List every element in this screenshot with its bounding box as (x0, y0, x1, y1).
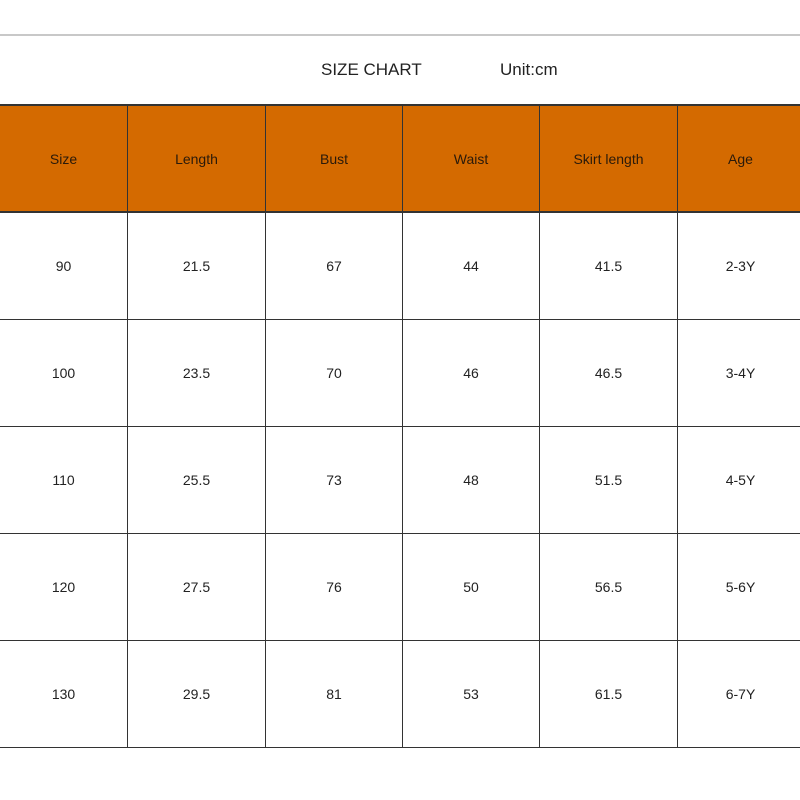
table-cell: 48 (402, 426, 540, 534)
top-divider (0, 34, 800, 36)
table-cell: 67 (265, 211, 403, 320)
table-cell: 120 (0, 533, 128, 641)
table-cell: 53 (402, 640, 540, 748)
unit-label: Unit:cm (500, 60, 558, 79)
table-cell: 5-6Y (677, 533, 800, 641)
size-table: Size Length Bust Waist Skirt length Age 90 21.… (0, 104, 800, 748)
table-cell: 46 (402, 319, 540, 427)
table-cell: 76 (265, 533, 403, 641)
table-cell: 50 (402, 533, 540, 641)
table-cell: 6-7Y (677, 640, 800, 748)
table-cell: 27.5 (127, 533, 266, 641)
table-cell: 110 (0, 426, 128, 534)
table-cell: 130 (0, 640, 128, 748)
table-cell: 25.5 (127, 426, 266, 534)
table-cell: 81 (265, 640, 403, 748)
table-cell: 90 (0, 211, 128, 320)
column-header: Bust (265, 104, 403, 213)
column-header: Skirt length (539, 104, 678, 213)
table-cell: 100 (0, 319, 128, 427)
table-cell: 70 (265, 319, 403, 427)
table-row: 110 25.5 73 48 51.5 4-5Y (0, 426, 800, 534)
column-header: Waist (402, 104, 540, 213)
table-cell: 73 (265, 426, 403, 534)
table-cell: 44 (402, 211, 540, 320)
table-cell: 3-4Y (677, 319, 800, 427)
table-row: 120 27.5 76 50 56.5 5-6Y (0, 533, 800, 641)
column-header: Size (0, 104, 128, 213)
table-cell: 61.5 (539, 640, 678, 748)
table-cell: 51.5 (539, 426, 678, 534)
header-row: Size Length Bust Waist Skirt length Age (0, 104, 800, 213)
table-cell: 23.5 (127, 319, 266, 427)
table-cell: 29.5 (127, 640, 266, 748)
table-row: 130 29.5 81 53 61.5 6-7Y (0, 640, 800, 748)
column-header: Length (127, 104, 266, 213)
table-cell: 4-5Y (677, 426, 800, 534)
table-row: 90 21.5 67 44 41.5 2-3Y (0, 211, 800, 320)
table-cell: 41.5 (539, 211, 678, 320)
table-cell: 21.5 (127, 211, 266, 320)
chart-title: SIZE CHART (321, 60, 422, 79)
table-cell: 46.5 (539, 319, 678, 427)
table-row: 100 23.5 70 46 46.5 3-4Y (0, 319, 800, 427)
table-cell: 2-3Y (677, 211, 800, 320)
column-header: Age (677, 104, 800, 213)
table-cell: 56.5 (539, 533, 678, 641)
